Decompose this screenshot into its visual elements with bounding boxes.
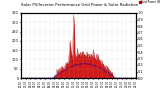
Text: Solar PV/Inverter Performance Grid Power & Solar Radiation: Solar PV/Inverter Performance Grid Power… [21,3,139,7]
Legend: Grid Power (W), Solar Radiation (W/m2): Grid Power (W), Solar Radiation (W/m2) [138,0,160,5]
